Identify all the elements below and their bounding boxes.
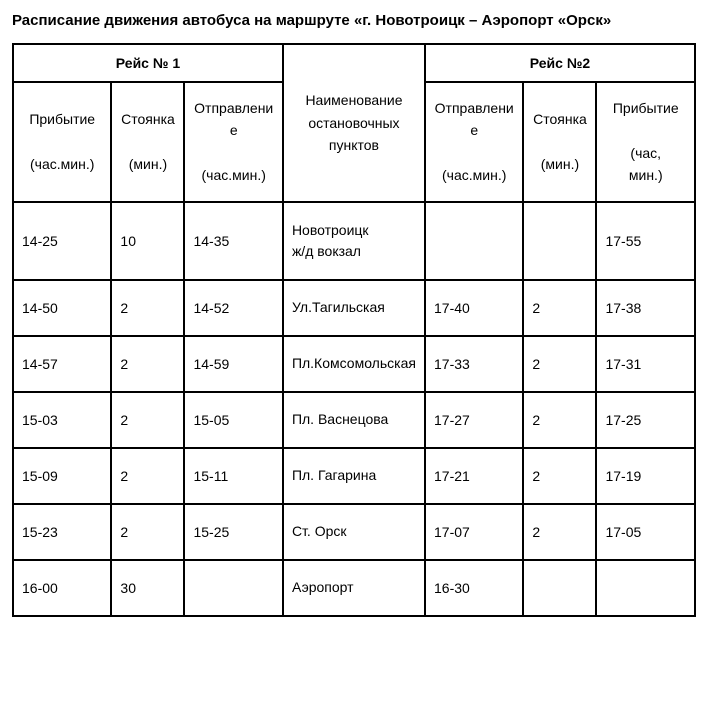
dep2-cell: 17-07 <box>425 504 523 560</box>
table-row: 15-09215-11Пл. Гагарина17-21217-19 <box>13 448 695 504</box>
depart1-header: Отправление (час.мин.) <box>184 82 282 202</box>
dep1-cell: 15-05 <box>184 392 282 448</box>
stop2-cell: 2 <box>523 392 596 448</box>
header-label: Отправление <box>193 97 273 142</box>
depart2-header: Отправление (час.мин.) <box>425 82 523 202</box>
dep2-cell: 17-33 <box>425 336 523 392</box>
stop-name-line: Ул.Тагильская <box>292 297 416 318</box>
stop1-cell: 2 <box>111 504 184 560</box>
stop-name-cell: Ул.Тагильская <box>283 280 425 336</box>
header-label: Отправление <box>434 97 514 142</box>
dep2-cell: 17-40 <box>425 280 523 336</box>
dep2-cell: 17-27 <box>425 392 523 448</box>
stop-name-cell: Аэропорт <box>283 560 425 616</box>
trip1-header: Рейс № 1 <box>13 44 283 82</box>
dep1-cell: 15-25 <box>184 504 282 560</box>
stop2-header: Стоянка (мин.) <box>523 82 596 202</box>
arrival1-header: Прибытие (час.мин.) <box>13 82 111 202</box>
arr1-cell: 15-03 <box>13 392 111 448</box>
header-unit: (мин.) <box>120 153 175 175</box>
stop-name-cell: Новотроицкж/д вокзал <box>283 202 425 280</box>
header-label: Стоянка <box>532 108 587 130</box>
arrival2-header: Прибытие (час, мин.) <box>596 82 695 202</box>
arr1-cell: 16-00 <box>13 560 111 616</box>
header-unit: мин.) <box>605 164 686 186</box>
arr1-cell: 14-50 <box>13 280 111 336</box>
header-unit: (час, <box>605 142 686 164</box>
header-label: Стоянка <box>120 108 175 130</box>
arr1-cell: 14-57 <box>13 336 111 392</box>
arr2-cell: 17-05 <box>596 504 695 560</box>
stop-name-line: Пл.Комсомольская <box>292 353 416 374</box>
stop-name-line: Пл. Гагарина <box>292 465 416 486</box>
arr2-cell: 17-31 <box>596 336 695 392</box>
schedule-table: Рейс № 1 Наименование остановочных пункт… <box>12 43 696 617</box>
dep2-cell: 17-21 <box>425 448 523 504</box>
stop1-header: Стоянка (мин.) <box>111 82 184 202</box>
table-header-row: Рейс № 1 Наименование остановочных пункт… <box>13 44 695 82</box>
stop-name-line: Новотроицк <box>292 220 416 241</box>
dep1-cell: 15-11 <box>184 448 282 504</box>
arr2-cell: 17-55 <box>596 202 695 280</box>
arr1-cell: 15-09 <box>13 448 111 504</box>
stops-header-line: пунктов <box>292 134 416 156</box>
header-unit: (час.мин.) <box>22 153 102 175</box>
arr2-cell: 17-38 <box>596 280 695 336</box>
header-label: Прибытие <box>605 97 686 119</box>
stop2-cell: 2 <box>523 336 596 392</box>
stop2-cell <box>523 560 596 616</box>
stop-name-line: Пл. Васнецова <box>292 409 416 430</box>
table-row: 14-251014-35Новотроицкж/д вокзал17-55 <box>13 202 695 280</box>
dep2-cell <box>425 202 523 280</box>
stop-name-cell: Пл. Гагарина <box>283 448 425 504</box>
page-title: Расписание движения автобуса на маршруте… <box>12 12 696 29</box>
arr2-cell <box>596 560 695 616</box>
dep1-cell: 14-52 <box>184 280 282 336</box>
header-unit: (час.мин.) <box>193 164 273 186</box>
arr1-cell: 14-25 <box>13 202 111 280</box>
header-label: Прибытие <box>22 108 102 130</box>
dep1-cell: 14-35 <box>184 202 282 280</box>
stop-name-line: Ст. Орск <box>292 521 416 542</box>
stops-header-line: остановочных <box>292 112 416 134</box>
schedule-body: 14-251014-35Новотроицкж/д вокзал17-5514-… <box>13 202 695 616</box>
stop-name-cell: Ст. Орск <box>283 504 425 560</box>
stops-header-line: Наименование <box>292 89 416 111</box>
stops-header: Наименование остановочных пунктов <box>283 44 425 202</box>
stop1-cell: 2 <box>111 448 184 504</box>
table-row: 15-03215-05Пл. Васнецова17-27217-25 <box>13 392 695 448</box>
stop1-cell: 10 <box>111 202 184 280</box>
stop1-cell: 30 <box>111 560 184 616</box>
arr2-cell: 17-19 <box>596 448 695 504</box>
dep2-cell: 16-30 <box>425 560 523 616</box>
arr2-cell: 17-25 <box>596 392 695 448</box>
trip2-header: Рейс №2 <box>425 44 695 82</box>
table-row: 16-0030 Аэропорт 16-30 <box>13 560 695 616</box>
stop-name-cell: Пл. Васнецова <box>283 392 425 448</box>
stop2-cell <box>523 202 596 280</box>
stop-name-cell: Пл.Комсомольская <box>283 336 425 392</box>
dep1-cell: 14-59 <box>184 336 282 392</box>
dep1-cell <box>184 560 282 616</box>
header-unit: (мин.) <box>532 153 587 175</box>
arr1-cell: 15-23 <box>13 504 111 560</box>
stop-name-line: Аэропорт <box>292 577 416 598</box>
table-row: 15-23215-25Ст. Орск17-07217-05 <box>13 504 695 560</box>
table-row: 14-50214-52Ул.Тагильская17-40217-38 <box>13 280 695 336</box>
table-row: 14-57214-59Пл.Комсомольская17-33217-31 <box>13 336 695 392</box>
stop2-cell: 2 <box>523 504 596 560</box>
stop2-cell: 2 <box>523 280 596 336</box>
stop1-cell: 2 <box>111 336 184 392</box>
stop1-cell: 2 <box>111 392 184 448</box>
stop2-cell: 2 <box>523 448 596 504</box>
stop1-cell: 2 <box>111 280 184 336</box>
header-unit: (час.мин.) <box>434 164 514 186</box>
stop-name-line: ж/д вокзал <box>292 241 416 262</box>
